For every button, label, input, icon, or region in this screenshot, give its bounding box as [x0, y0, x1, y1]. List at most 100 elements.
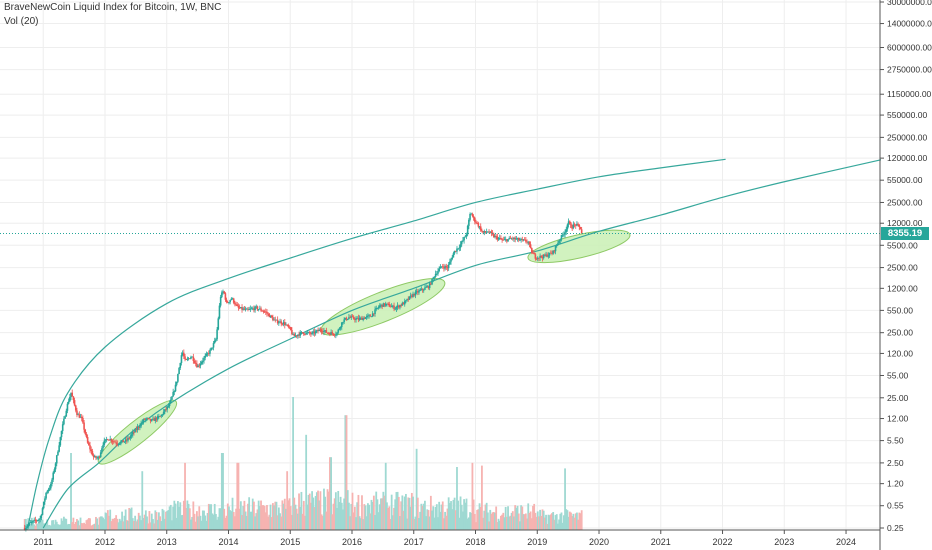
candle-body: [254, 306, 256, 311]
volume-bar: [191, 516, 194, 530]
candle-body: [471, 213, 474, 217]
volume-bar: [567, 516, 570, 530]
volume-bar: [288, 498, 291, 530]
candle-body: [460, 241, 463, 245]
volume-bar: [136, 519, 139, 530]
candle-body: [237, 305, 240, 308]
volume-bar: [473, 513, 476, 530]
candle-body: [23, 528, 26, 530]
candle-body: [299, 332, 302, 336]
volume-bar: [323, 488, 325, 530]
volume-bar: [296, 513, 299, 530]
volume-bar: [502, 512, 505, 530]
candle-body: [438, 268, 440, 272]
candle-body: [54, 463, 57, 470]
volume-bar: [287, 500, 290, 530]
candle-body: [26, 526, 28, 528]
candle-body: [25, 527, 27, 530]
candle-body: [396, 305, 399, 308]
candle-body: [422, 289, 425, 291]
candle-body: [540, 255, 543, 258]
candle-body: [226, 302, 229, 303]
candle-body: [55, 455, 58, 464]
candle-body: [342, 322, 344, 323]
volume-bar: [263, 506, 266, 530]
volume-indicator-label[interactable]: Vol (20): [4, 16, 39, 27]
volume-bar: [370, 499, 373, 530]
volume-bar: [479, 506, 482, 530]
volume-bar: [570, 512, 572, 530]
x-tick-label: 2014: [218, 537, 238, 547]
volume-bar: [60, 518, 63, 530]
volume-bar: [224, 517, 227, 530]
volume-bar: [492, 512, 495, 530]
candle-body: [204, 355, 207, 358]
volume-bar: [443, 518, 445, 530]
volume-bar: [369, 513, 372, 530]
volume-bar: [382, 491, 385, 530]
volume-bar: [453, 497, 456, 530]
candle-body: [367, 315, 369, 317]
candle-body: [384, 303, 387, 306]
candle-body: [107, 439, 109, 441]
volume-bar: [161, 508, 164, 530]
candle-body: [57, 451, 59, 456]
volume-bar: [200, 520, 203, 530]
candle-body: [298, 334, 300, 336]
volume-bar: [198, 506, 201, 530]
volume-bar: [571, 516, 574, 530]
volume-bar: [102, 517, 104, 530]
volume-bar: [466, 518, 469, 530]
volume-bar: [520, 505, 523, 530]
volume-bar: [79, 517, 82, 530]
candle-body: [433, 276, 436, 278]
current-price-badge: 8355.19: [881, 226, 929, 240]
volume-bar: [199, 515, 202, 530]
volume-bar: [357, 494, 360, 530]
volume-bar: [248, 497, 251, 530]
candle-body: [502, 239, 505, 241]
candle-body: [238, 307, 241, 309]
candle-body: [579, 226, 582, 230]
volume-bar: [235, 508, 237, 530]
volume-bar: [182, 500, 185, 530]
volume-bar: [125, 520, 128, 530]
candle-body: [365, 316, 368, 318]
volume-bar: [41, 519, 44, 530]
volume-bar: [330, 457, 332, 530]
candle-body: [205, 353, 208, 356]
candle-body: [128, 437, 131, 439]
volume-bar: [320, 514, 323, 530]
candle-body: [495, 236, 497, 237]
candle-body: [250, 308, 253, 310]
candle-body: [517, 238, 520, 241]
candle-body: [61, 424, 64, 431]
x-axis[interactable]: 2011 2012 2013 2014 2015 2016 2017 2018 2019 2020…: [0, 529, 880, 547]
volume-bar: [184, 462, 186, 530]
candle-body: [359, 317, 362, 319]
volume-bar: [387, 507, 390, 530]
candle-body: [269, 315, 272, 318]
volume-bar: [415, 448, 418, 530]
candle-body: [463, 237, 465, 241]
volume-bar: [557, 523, 559, 530]
volume-bar: [85, 520, 88, 530]
candle-body: [129, 436, 132, 439]
candle-body: [235, 304, 237, 306]
candle-body: [393, 305, 395, 310]
candle-body: [407, 298, 410, 300]
candle-body: [234, 302, 236, 305]
volume-bar: [93, 523, 96, 530]
y-tick-label: 0.55: [887, 501, 904, 511]
y-tick-label: 55000.00: [887, 175, 923, 185]
y-axis[interactable]: 30000000.00 14000000.00 6000000.00 2750000.…: [880, 0, 932, 550]
volume-bar: [165, 511, 167, 530]
volume-bar: [476, 509, 479, 530]
volume-bar: [340, 502, 343, 530]
candle-body: [551, 253, 553, 254]
candle-body: [198, 365, 201, 367]
volume-bar: [134, 515, 137, 530]
candle-body: [278, 322, 280, 324]
volume-bar: [256, 509, 259, 530]
